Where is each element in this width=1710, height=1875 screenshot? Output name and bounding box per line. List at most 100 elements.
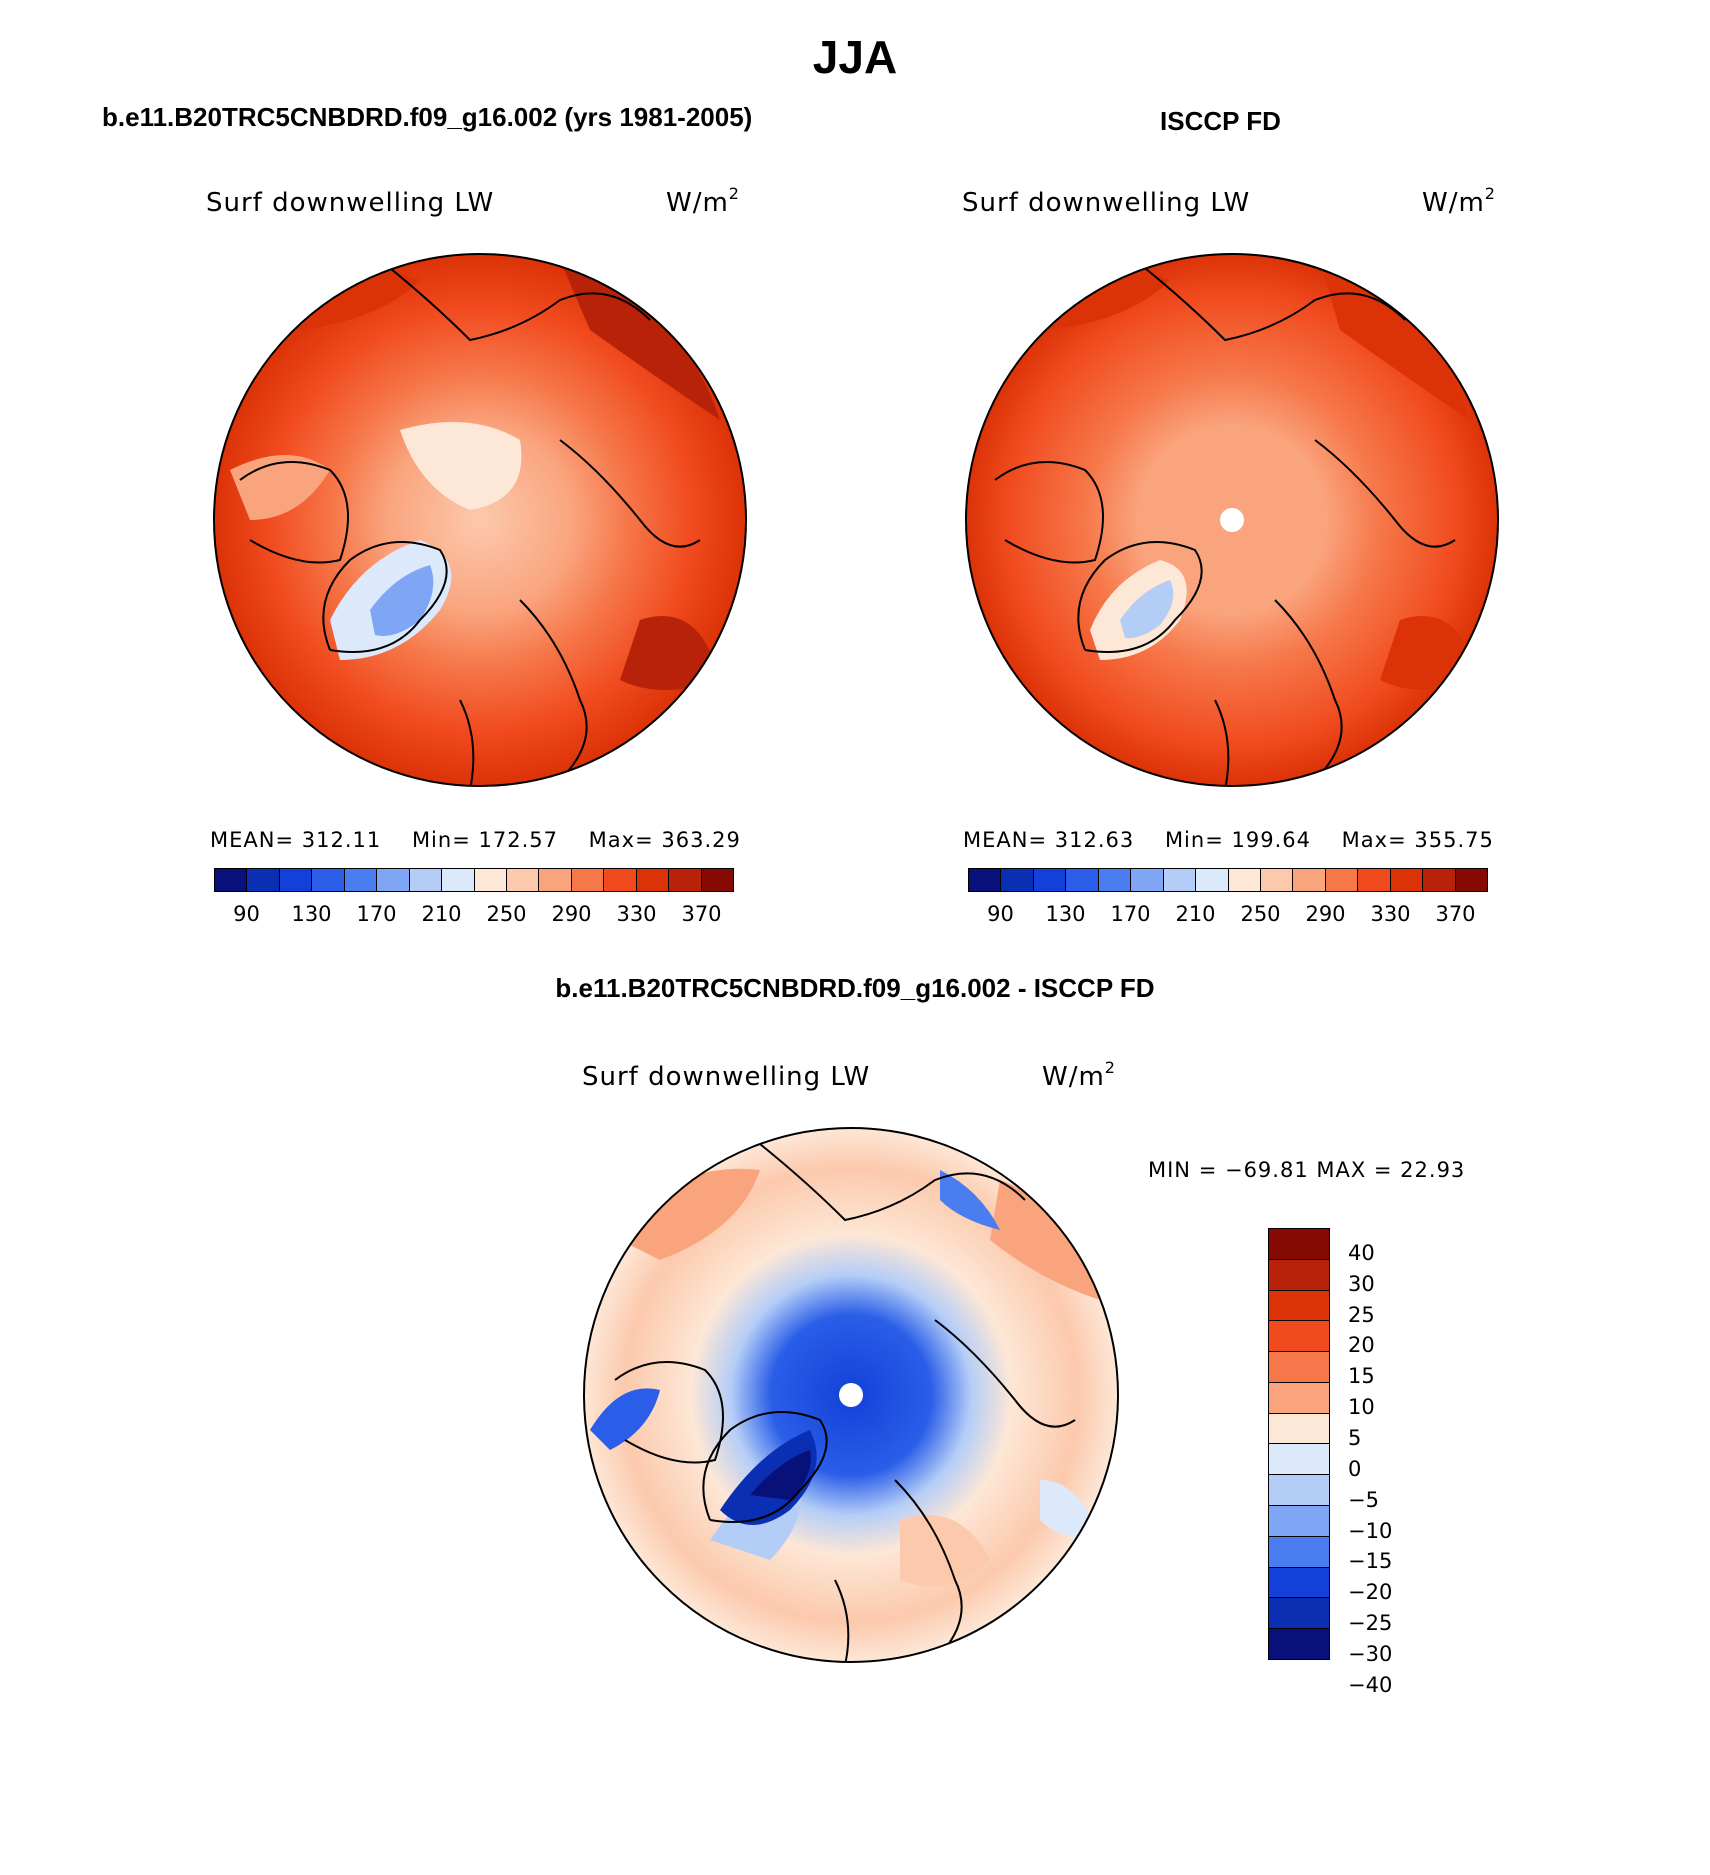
left-stats: MEAN= 312.11 Min= 172.57 Max= 363.29 xyxy=(210,828,741,852)
colorbar-swatch xyxy=(1260,869,1294,891)
colorbar-tick-label: −40 xyxy=(1348,1672,1393,1697)
colorbar-swatch xyxy=(1131,869,1164,891)
colorbar-tick-label: 90 xyxy=(987,902,1014,926)
left-units-label: W/m2 xyxy=(666,184,740,218)
colorbar-tick-label: 210 xyxy=(421,902,462,926)
colorbar-swatch xyxy=(1358,869,1391,891)
colorbar-tick-label: 10 xyxy=(1348,1395,1375,1420)
colorbar-swatch xyxy=(215,869,248,891)
figure-title: JJA xyxy=(812,31,898,83)
colorbar-swatch xyxy=(604,869,637,891)
colorbar-swatch xyxy=(701,869,733,891)
colorbar-tick-label: 40 xyxy=(1348,1240,1375,1265)
colorbar-swatch xyxy=(344,869,378,891)
colorbar-swatch xyxy=(1269,1382,1329,1414)
colorbar-tick-label: −15 xyxy=(1348,1549,1393,1574)
left-polar-map xyxy=(214,254,746,786)
colorbar-swatch xyxy=(1325,869,1359,891)
colorbar-tick-label: 0 xyxy=(1348,1456,1362,1481)
colorbar-swatch xyxy=(506,869,540,891)
colorbar-tick-label: 15 xyxy=(1348,1364,1375,1389)
bottom-minmax: MIN = −69.81 MAX = 22.93 xyxy=(1148,1158,1466,1182)
colorbar-tick-label: −20 xyxy=(1348,1580,1393,1605)
colorbar-swatch xyxy=(409,869,443,891)
left-colorbar xyxy=(214,868,734,892)
colorbar-swatch xyxy=(1163,869,1197,891)
colorbar-tick-label: 210 xyxy=(1175,902,1216,926)
colorbar-tick-label: 370 xyxy=(1435,902,1476,926)
colorbar-swatch xyxy=(1455,869,1487,891)
colorbar-tick-label: 330 xyxy=(616,902,657,926)
colorbar-swatch xyxy=(442,869,475,891)
colorbar-swatch xyxy=(1269,1475,1329,1507)
colorbar-swatch xyxy=(969,869,1002,891)
colorbar-tick-label: −10 xyxy=(1348,1518,1393,1543)
right-variable-label: Surf downwelling LW xyxy=(962,188,1251,218)
colorbar-tick-label: 170 xyxy=(356,902,397,926)
colorbar-swatch xyxy=(1269,1567,1329,1599)
colorbar-tick-label: −25 xyxy=(1348,1611,1393,1636)
bottom-pole-hole xyxy=(839,1383,863,1407)
colorbar-swatch xyxy=(1196,869,1229,891)
colorbar-tick-label: −5 xyxy=(1348,1487,1379,1512)
bottom-units-label: W/m2 xyxy=(1042,1058,1116,1092)
right-panel-header: ISCCP FD xyxy=(1160,106,1281,136)
right-units-label: W/m2 xyxy=(1422,184,1496,218)
colorbar-swatch xyxy=(636,869,670,891)
colorbar-swatch xyxy=(1269,1536,1329,1568)
bottom-panel-header: b.e11.B20TRC5CNBDRD.f09_g16.002 - ISCCP … xyxy=(555,973,1155,1003)
colorbar-swatch xyxy=(1269,1506,1329,1537)
right-map-border xyxy=(965,253,1499,787)
diff-colorbar xyxy=(1268,1228,1330,1660)
colorbar-swatch xyxy=(279,869,313,891)
left-panel-header: b.e11.B20TRC5CNBDRD.f09_g16.002 (yrs 198… xyxy=(102,102,753,132)
colorbar-swatch xyxy=(669,869,702,891)
left-variable-label: Surf downwelling LW xyxy=(206,188,495,218)
right-stats: MEAN= 312.63 Min= 199.64 Max= 355.75 xyxy=(963,828,1494,852)
colorbar-swatch xyxy=(1228,869,1261,891)
colorbar-tick-label: 20 xyxy=(1348,1333,1375,1358)
colorbar-tick-label: 25 xyxy=(1348,1302,1375,1327)
colorbar-tick-label: −30 xyxy=(1348,1642,1393,1666)
colorbar-swatch xyxy=(1001,869,1034,891)
right-colorbar xyxy=(968,868,1488,892)
colorbar-tick-label: 5 xyxy=(1348,1426,1362,1450)
colorbar-swatch xyxy=(1390,869,1424,891)
colorbar-swatch xyxy=(1269,1629,1329,1659)
colorbar-swatch xyxy=(1423,869,1456,891)
colorbar-tick-label: 330 xyxy=(1370,902,1411,926)
colorbar-swatch xyxy=(474,869,507,891)
colorbar-swatch xyxy=(571,869,605,891)
colorbar-swatch xyxy=(539,869,572,891)
right-pole-hole xyxy=(1220,508,1244,532)
colorbar-swatch xyxy=(377,869,410,891)
colorbar-tick-label: 290 xyxy=(1305,902,1346,926)
colorbar-tick-label: 90 xyxy=(233,902,260,926)
colorbar-swatch xyxy=(1269,1321,1329,1353)
colorbar-tick-label: 250 xyxy=(1240,902,1281,926)
colorbar-swatch xyxy=(1293,869,1326,891)
colorbar-swatch xyxy=(1098,869,1132,891)
bottom-map-border xyxy=(583,1127,1119,1663)
colorbar-swatch xyxy=(1269,1229,1329,1260)
colorbar-tick-label: 250 xyxy=(486,902,527,926)
colorbar-swatch xyxy=(1269,1352,1329,1383)
colorbar-tick-label: 130 xyxy=(1045,902,1086,926)
colorbar-swatch xyxy=(1066,869,1099,891)
colorbar-swatch xyxy=(1269,1598,1329,1630)
colorbar-swatch xyxy=(312,869,345,891)
colorbar-tick-label: 170 xyxy=(1110,902,1151,926)
colorbar-swatch xyxy=(1269,1259,1329,1291)
colorbar-swatch xyxy=(247,869,280,891)
left-map-border xyxy=(213,253,747,787)
colorbar-swatch xyxy=(1033,869,1067,891)
colorbar-tick-label: 290 xyxy=(551,902,592,926)
colorbar-tick-label: 30 xyxy=(1348,1271,1375,1296)
colorbar-tick-label: 130 xyxy=(291,902,332,926)
bottom-variable-label: Surf downwelling LW xyxy=(582,1062,871,1092)
colorbar-tick-label: 370 xyxy=(681,902,722,926)
colorbar-swatch xyxy=(1269,1444,1329,1476)
colorbar-swatch xyxy=(1269,1290,1329,1322)
colorbar-swatch xyxy=(1269,1413,1329,1445)
